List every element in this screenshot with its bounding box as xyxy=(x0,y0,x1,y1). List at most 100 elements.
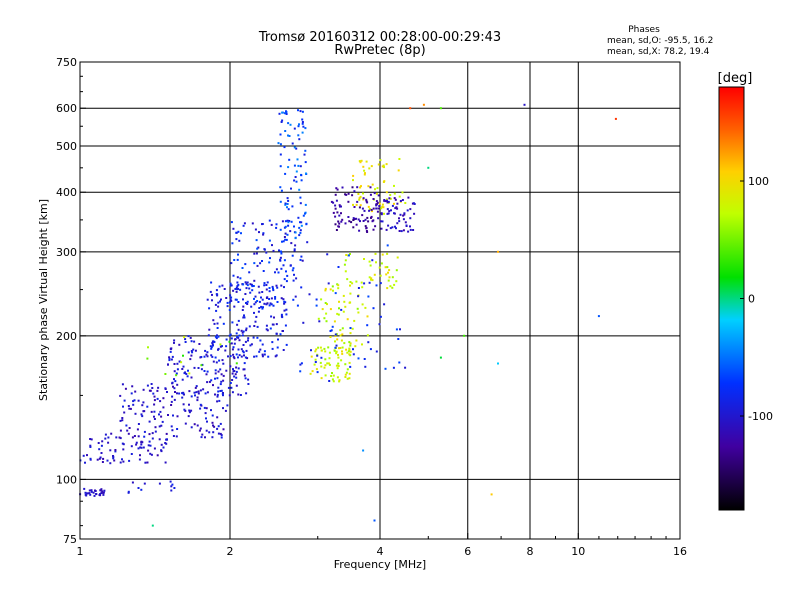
data-point xyxy=(257,246,260,249)
data-point xyxy=(154,430,157,433)
data-point xyxy=(214,356,217,359)
data-point xyxy=(372,198,375,200)
data-point xyxy=(237,367,240,370)
data-point xyxy=(301,259,304,262)
data-point xyxy=(374,252,377,255)
data-point xyxy=(283,286,285,289)
data-point xyxy=(280,267,283,270)
data-point xyxy=(279,256,282,259)
data-point xyxy=(227,386,230,389)
data-point xyxy=(358,197,361,200)
x-tick-label: 16 xyxy=(673,545,687,558)
data-point xyxy=(370,215,373,218)
data-point xyxy=(160,449,163,452)
data-point xyxy=(236,258,239,261)
data-point xyxy=(206,298,209,301)
gridlines xyxy=(80,62,680,539)
data-point xyxy=(211,343,214,346)
data-point xyxy=(201,433,204,436)
data-point xyxy=(348,353,351,356)
data-point xyxy=(391,286,394,289)
data-point xyxy=(216,416,219,419)
data-point xyxy=(375,204,378,207)
data-point xyxy=(387,271,389,274)
data-point xyxy=(208,380,211,383)
data-point xyxy=(178,343,181,346)
data-point xyxy=(295,170,298,173)
data-point xyxy=(332,380,335,383)
data-point xyxy=(403,212,406,215)
colorbar-unit-label: [deg] xyxy=(718,71,753,86)
data-point xyxy=(363,173,366,176)
data-point xyxy=(109,449,112,452)
data-point xyxy=(243,354,245,357)
data-point xyxy=(402,214,405,217)
data-point xyxy=(172,385,174,388)
data-point xyxy=(262,233,265,236)
data-point xyxy=(231,391,234,394)
data-point xyxy=(334,204,337,207)
phase-stats-o: mean, sd,O: -95.5, 16.2 xyxy=(607,36,713,46)
data-point xyxy=(382,164,385,167)
data-point xyxy=(359,161,362,164)
data-point xyxy=(131,436,134,439)
data-point xyxy=(221,284,224,287)
data-point xyxy=(216,334,218,337)
data-point xyxy=(370,165,373,168)
data-point xyxy=(238,339,241,342)
data-point xyxy=(319,346,322,349)
data-point xyxy=(362,220,365,222)
data-point xyxy=(310,349,312,352)
data-point xyxy=(231,321,234,324)
data-point xyxy=(199,407,202,410)
data-point xyxy=(207,334,210,337)
data-point xyxy=(266,302,269,305)
data-point xyxy=(187,369,189,372)
data-point xyxy=(372,307,375,310)
data-point xyxy=(97,442,100,444)
data-point xyxy=(149,452,152,455)
data-point xyxy=(294,237,297,240)
data-point xyxy=(216,294,219,297)
data-point xyxy=(316,371,319,374)
data-point xyxy=(391,204,394,207)
phase-stats-x: mean, sd,X: 78.2, 19.4 xyxy=(607,47,710,57)
data-point xyxy=(137,435,140,438)
data-point xyxy=(349,332,352,335)
data-point xyxy=(287,221,290,224)
data-point xyxy=(297,109,299,112)
data-point xyxy=(377,207,380,210)
data-point xyxy=(327,362,330,365)
data-point xyxy=(99,493,102,495)
data-point xyxy=(200,368,203,371)
data-point xyxy=(217,305,220,308)
data-point xyxy=(279,200,282,203)
data-point xyxy=(232,370,235,373)
data-point xyxy=(118,436,121,439)
chart-title-line2: RwPretec (8p) xyxy=(334,43,425,58)
data-point xyxy=(339,205,341,208)
data-point xyxy=(344,270,347,273)
data-point xyxy=(153,399,156,402)
data-point xyxy=(130,453,133,455)
data-point xyxy=(406,209,409,212)
data-point xyxy=(409,217,412,220)
data-point xyxy=(331,285,334,288)
data-point xyxy=(269,257,271,260)
data-point xyxy=(148,440,151,443)
data-point xyxy=(291,142,294,145)
data-point xyxy=(95,493,98,496)
data-point xyxy=(315,348,318,351)
data-point xyxy=(259,262,262,265)
data-point xyxy=(223,288,226,290)
data-point xyxy=(334,207,337,210)
data-point xyxy=(149,444,152,447)
data-point xyxy=(281,119,284,122)
data-point xyxy=(378,202,381,205)
data-point xyxy=(184,371,187,374)
data-point xyxy=(235,384,238,387)
data-point xyxy=(235,231,238,234)
data-point xyxy=(327,282,330,285)
data-point xyxy=(290,220,293,223)
phase-stats-heading: Phases xyxy=(628,25,660,35)
